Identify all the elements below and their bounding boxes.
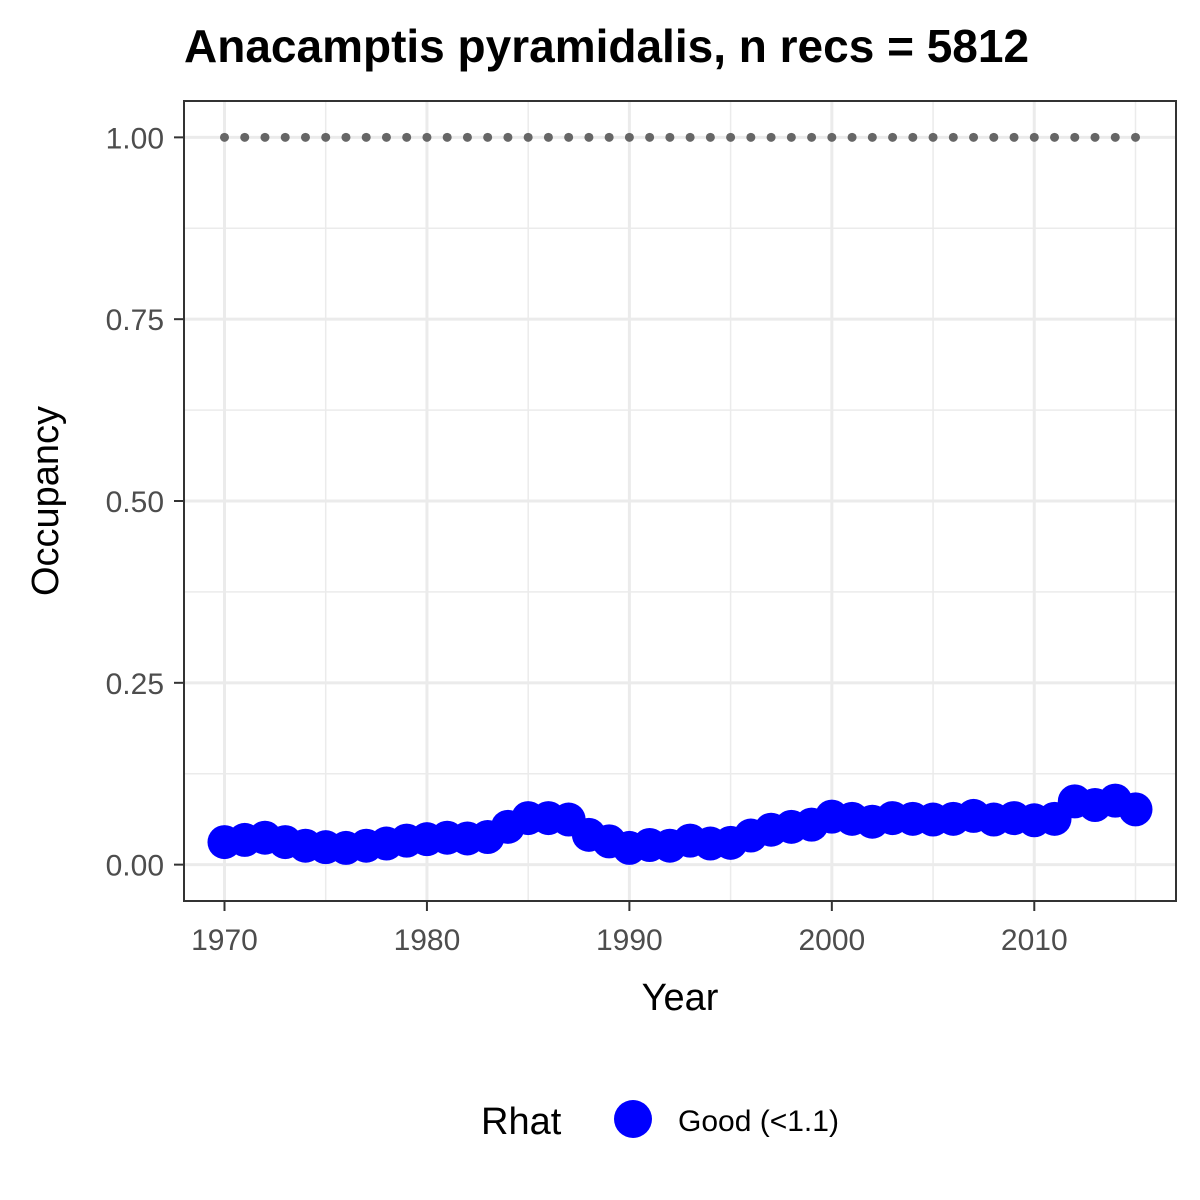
- upper-dot: [705, 132, 715, 142]
- upper-dot: [1070, 132, 1080, 142]
- y-tick-label: 0.50: [106, 486, 164, 519]
- upper-dot: [240, 132, 250, 142]
- upper-dot: [827, 132, 837, 142]
- x-axis: 1970 1980 1990 2000 2010: [191, 901, 1068, 957]
- upper-dot: [422, 132, 432, 142]
- occupancy-series: [207, 783, 1153, 865]
- y-tick-label: 0.25: [106, 668, 164, 701]
- legend-key-good: [614, 1100, 652, 1138]
- chart-title: Anacamptis pyramidalis, n recs = 5812: [184, 20, 1029, 72]
- upper-dot: [361, 132, 371, 142]
- upper-dot: [1131, 132, 1141, 142]
- y-tick-label: 0.00: [106, 850, 164, 883]
- upper-dot: [483, 132, 493, 142]
- upper-dot: [888, 132, 898, 142]
- x-tick-label: 2010: [1001, 924, 1068, 957]
- upper-dot: [300, 132, 310, 142]
- upper-dot: [665, 132, 675, 142]
- upper-dot: [341, 132, 351, 142]
- upper-dot: [928, 132, 938, 142]
- upper-dot: [402, 132, 412, 142]
- legend: Rhat Good (<1.1): [481, 1100, 839, 1143]
- upper-dot: [969, 132, 979, 142]
- upper-dot: [523, 132, 533, 142]
- upper-dot: [1009, 132, 1019, 142]
- y-axis-title: Occupancy: [25, 406, 67, 596]
- upper-dot: [1110, 132, 1120, 142]
- upper-dot: [624, 132, 634, 142]
- upper-dot: [260, 132, 270, 142]
- upper-dot: [867, 132, 877, 142]
- upper-dot: [442, 132, 452, 142]
- legend-label-good: Good (<1.1): [678, 1105, 839, 1138]
- upper-dot: [219, 132, 229, 142]
- upper-dot: [1090, 132, 1100, 142]
- upper-dot: [726, 132, 736, 142]
- upper-dot: [948, 132, 958, 142]
- upper-dot: [766, 132, 776, 142]
- upper-dot: [908, 132, 918, 142]
- upper-dot: [503, 132, 513, 142]
- occupancy-point: [1118, 792, 1153, 827]
- x-tick-label: 2000: [798, 924, 865, 957]
- y-tick-label: 0.75: [106, 304, 164, 337]
- x-axis-title: Year: [642, 977, 719, 1019]
- x-tick-label: 1970: [191, 924, 258, 957]
- upper-dot: [847, 132, 857, 142]
- x-tick-label: 1990: [596, 924, 663, 957]
- upper-dot: [543, 132, 553, 142]
- upper-dot: [807, 132, 817, 142]
- upper-dot: [685, 132, 695, 142]
- upper-dot: [989, 132, 999, 142]
- y-tick-label: 1.00: [106, 122, 164, 155]
- x-tick-label: 1980: [394, 924, 461, 957]
- legend-title: Rhat: [481, 1101, 562, 1143]
- upper-dot: [604, 132, 614, 142]
- upper-series: [219, 132, 1141, 142]
- y-axis: 0.00 0.25 0.50 0.75 1.00: [106, 122, 184, 883]
- upper-dot: [584, 132, 594, 142]
- upper-dot: [280, 132, 290, 142]
- upper-dot: [746, 132, 756, 142]
- upper-dot: [462, 132, 472, 142]
- grid: [184, 101, 1176, 901]
- upper-dot: [321, 132, 331, 142]
- upper-dot: [1050, 132, 1060, 142]
- upper-dot: [1029, 132, 1039, 142]
- upper-dot: [564, 132, 574, 142]
- upper-dot: [645, 132, 655, 142]
- upper-dot: [381, 132, 391, 142]
- upper-dot: [786, 132, 796, 142]
